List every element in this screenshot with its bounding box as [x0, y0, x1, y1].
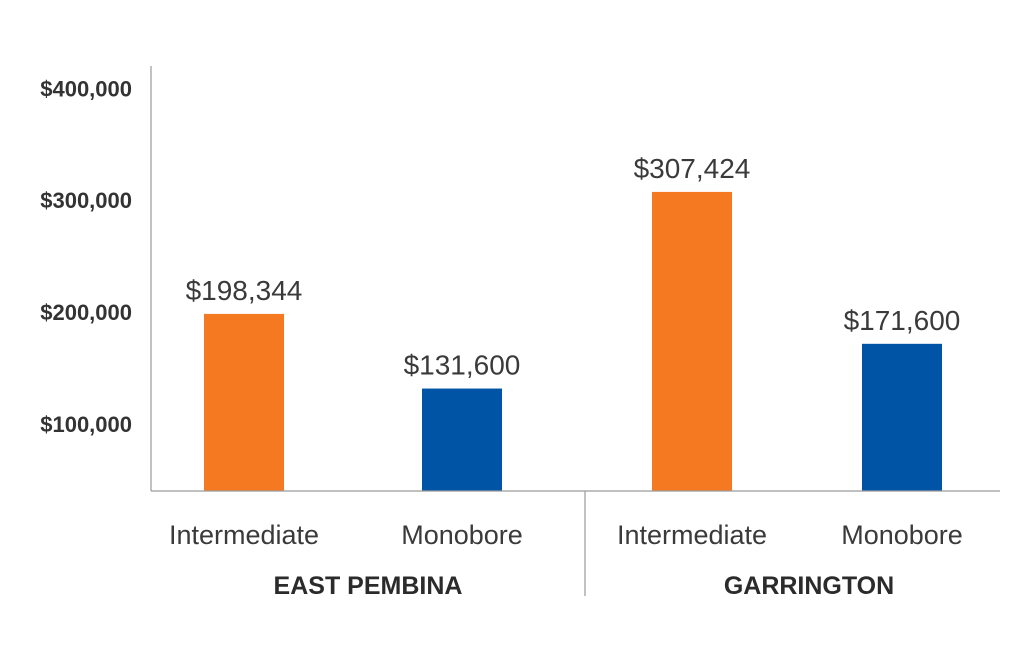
bar-3	[862, 343, 942, 491]
bars	[204, 191, 942, 492]
data-label: $131,600	[404, 350, 521, 381]
y-tick-label: $200,000	[40, 300, 132, 325]
group-label: EAST PEMBINA	[274, 572, 463, 600]
y-axis-ticks: $100,000 $200,000 $300,000 $400,000	[40, 76, 132, 437]
x-axis-labels: Intermediate Monobore Intermediate Monobore	[169, 520, 963, 550]
x-category-label: Monobore	[841, 520, 963, 550]
group-labels: EAST PEMBINA GARRINGTON	[274, 572, 895, 600]
bar-1	[422, 388, 502, 491]
group-label: GARRINGTON	[724, 572, 894, 600]
data-label: $171,600	[844, 305, 961, 336]
bar-2	[652, 191, 732, 492]
y-tick-label: $100,000	[40, 412, 132, 437]
bar-0	[204, 313, 284, 491]
data-labels: $198,344 $131,600 $307,424 $171,600	[186, 153, 961, 381]
data-label: $307,424	[634, 153, 751, 184]
data-label: $198,344	[186, 275, 303, 306]
y-tick-label: $400,000	[40, 76, 132, 101]
x-category-label: Monobore	[401, 520, 523, 550]
x-category-label: Intermediate	[617, 520, 767, 550]
x-category-label: Intermediate	[169, 520, 319, 550]
y-tick-label: $300,000	[40, 188, 132, 213]
